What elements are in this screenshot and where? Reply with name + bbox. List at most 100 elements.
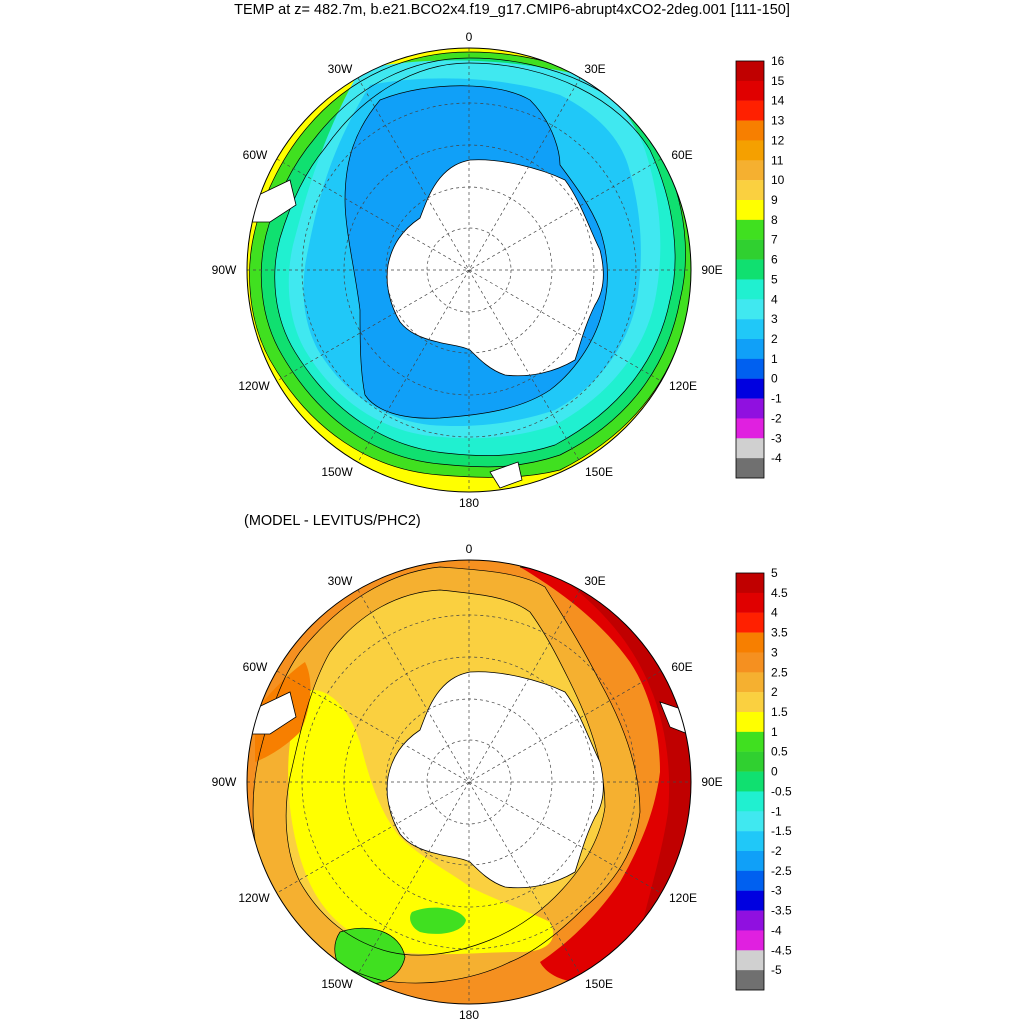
bottom-colorbar-tick-label: -3 [771, 884, 782, 898]
bottom-colorbar: 5 4.5 4 3.5 3 2.5 2 1.5 1 0.5 0 -0.5 -1 -1.5 -2 -2.5 -3 -… [735, 566, 792, 991]
top-colorbar-tick-label: 15 [771, 74, 785, 88]
top-colorbar-swatch [736, 219, 764, 240]
lon-label-150e: 150E [585, 977, 613, 991]
top-colorbar-swatch [736, 120, 764, 141]
bottom-colorbar-tick-label: 2 [771, 685, 778, 699]
top-colorbar-tick-label: 13 [771, 114, 785, 128]
top-colorbar-tick-label: 12 [771, 133, 785, 147]
lon-label-30e: 30E [584, 62, 605, 76]
bottom-colorbar-tick-label: 4 [771, 606, 778, 620]
bottom-graticule [247, 560, 691, 1004]
bottom-colorbar-swatch [736, 890, 764, 911]
bottom-antarctica [386, 671, 604, 889]
bottom-colorbar-tick-label: -4 [771, 923, 782, 937]
bottom-colorbar-swatch [736, 870, 764, 891]
lon-label-150e: 150E [585, 465, 613, 479]
bottom-colorbar-swatch [736, 930, 764, 951]
bottom-colorbar-swatch [736, 811, 764, 832]
lon-label-90w: 90W [212, 263, 237, 277]
top-polar-map: 0 30E 60E 90E 120E 150E 180 150W 120W 90… [212, 30, 785, 510]
lon-label-30w: 30W [328, 574, 353, 588]
top-colorbar-swatch [736, 80, 764, 101]
lon-label-90e: 90E [701, 263, 722, 277]
bottom-colorbar-tick-label: -2 [771, 844, 782, 858]
top-colorbar-swatch [736, 279, 764, 300]
top-colorbar-swatch [736, 458, 764, 479]
lon-label-60w: 60W [243, 148, 268, 162]
top-colorbar-tick-label: 16 [771, 54, 785, 68]
top-map-field [247, 48, 691, 492]
lon-label-90w: 90W [212, 775, 237, 789]
lon-label-30e: 30E [584, 574, 605, 588]
bottom-colorbar-tick-label: 0 [771, 765, 778, 779]
bottom-colorbar-border [735, 572, 765, 991]
top-colorbar-swatch [736, 358, 764, 379]
bottom-colorbar-swatch [736, 592, 764, 613]
top-plot-title: TEMP at z= 482.7m, b.e21.BCO2x4.f19_g17.… [234, 2, 790, 18]
top-colorbar-swatch [736, 61, 764, 82]
bottom-colorbar-swatch [736, 771, 764, 792]
top-colorbar-swatch [736, 239, 764, 260]
bottom-colorbar-swatch [736, 831, 764, 852]
lon-label-150w: 150W [321, 977, 353, 991]
top-colorbar-swatch [736, 438, 764, 459]
top-colorbar-swatch [736, 140, 764, 161]
bottom-colorbar-tick-label: 5 [771, 566, 778, 580]
top-colorbar-swatch [736, 398, 764, 419]
bottom-longitude-labels: 0 30E 60E 90E 120E 150E 180 150W 120W 90… [212, 542, 723, 1022]
top-colorbar-tick-label: 14 [771, 94, 785, 108]
bottom-colorbar-swatch [736, 950, 764, 971]
bottom-colorbar-tick-label: 3.5 [771, 626, 788, 640]
bottom-colorbar-swatch [736, 751, 764, 772]
lon-label-120w: 120W [238, 891, 270, 905]
top-colorbar-tick-label: 3 [771, 312, 778, 326]
top-colorbar-tick-label: 6 [771, 253, 778, 267]
bottom-colorbar-swatch [736, 731, 764, 752]
lon-label-0: 0 [466, 30, 473, 44]
bottom-polar-map: 0 30E 60E 90E 120E 150E 180 150W 120W 90… [212, 542, 792, 1022]
bottom-colorbar-swatch [736, 632, 764, 653]
top-colorbar-tick-label: 1 [771, 352, 778, 366]
bottom-colorbar-tick-label: 1 [771, 725, 778, 739]
bottom-colorbar-tick-label: -1.5 [771, 824, 792, 838]
top-colorbar-swatch [736, 319, 764, 340]
top-colorbar-tick-label: 0 [771, 372, 778, 386]
top-colorbar-swatch [736, 259, 764, 280]
top-colorbar-swatch [736, 418, 764, 439]
top-colorbar-tick-label: 11 [771, 153, 784, 167]
lon-label-60e: 60E [671, 148, 692, 162]
top-colorbar-tick-label: 9 [771, 193, 778, 207]
bottom-colorbar-swatch [736, 970, 764, 991]
bottom-colorbar-swatch [736, 652, 764, 673]
top-new-zealand [489, 461, 523, 489]
bottom-colorbar-tick-label: 0.5 [771, 745, 788, 759]
top-colorbar-tick-label: 4 [771, 292, 778, 306]
top-colorbar-swatch [736, 339, 764, 360]
bottom-colorbar-tick-label: -1 [771, 804, 782, 818]
bottom-colorbar-tick-label: 3 [771, 645, 778, 659]
top-colorbar-tick-label: -2 [771, 411, 782, 425]
bottom-colorbar-tick-label: -4.5 [771, 943, 792, 957]
diff-band-green-spot2 [410, 907, 466, 934]
bottom-colorbar-swatch [736, 692, 764, 713]
bottom-plot-title: (MODEL - LEVITUS/PHC2) [244, 513, 421, 529]
top-longitude-labels: 0 30E 60E 90E 120E 150E 180 150W 120W 90… [212, 30, 723, 510]
lon-label-150w: 150W [321, 465, 353, 479]
top-map-boundary [246, 47, 692, 493]
bottom-colorbar-tick-label: -5 [771, 963, 782, 977]
top-colorbar-tick-label: -3 [771, 431, 782, 445]
bottom-colorbar-tick-label: -0.5 [771, 784, 792, 798]
lon-label-0: 0 [466, 542, 473, 556]
top-colorbar-tick-label: 2 [771, 332, 778, 346]
bottom-map-field [247, 560, 691, 1004]
lon-label-120e: 120E [669, 379, 697, 393]
top-colorbar-swatch [736, 378, 764, 399]
bottom-colorbar-swatch [736, 910, 764, 931]
bottom-colorbar-tick-label: 2.5 [771, 665, 788, 679]
lon-label-90e: 90E [701, 775, 722, 789]
bottom-colorbar-tick-label: 4.5 [771, 586, 788, 600]
lon-label-180: 180 [459, 1008, 479, 1022]
top-colorbar-tick-label: 5 [771, 272, 778, 286]
top-colorbar-tick-label: -1 [771, 392, 782, 406]
